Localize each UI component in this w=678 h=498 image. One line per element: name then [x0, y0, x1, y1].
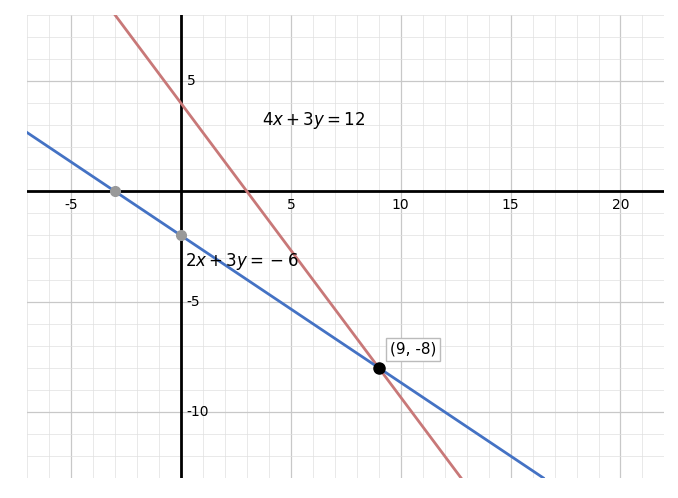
Text: 15: 15 — [502, 198, 519, 212]
Text: (9, -8): (9, -8) — [390, 342, 436, 357]
Text: $4x + 3y = 12$: $4x + 3y = 12$ — [262, 110, 365, 131]
Text: -10: -10 — [186, 405, 209, 419]
Text: 5: 5 — [287, 198, 295, 212]
Text: -5: -5 — [186, 295, 200, 309]
Text: 20: 20 — [612, 198, 629, 212]
Text: $2x + 3y = -6$: $2x + 3y = -6$ — [185, 251, 299, 272]
Text: 10: 10 — [392, 198, 410, 212]
Text: 5: 5 — [186, 74, 195, 88]
Text: -5: -5 — [64, 198, 78, 212]
